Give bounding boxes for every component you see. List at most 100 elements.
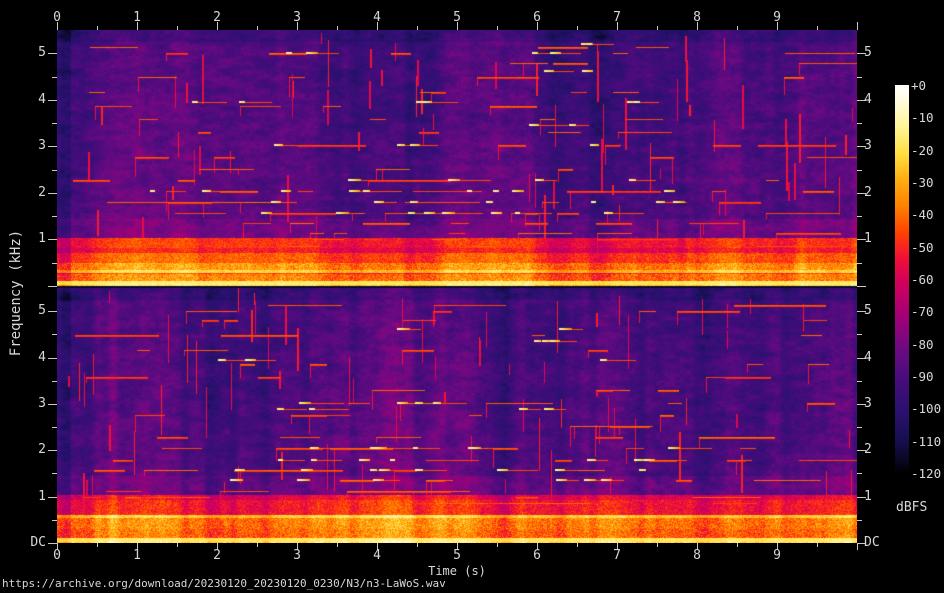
freq-tick-label: 3	[864, 396, 872, 411]
freq-tick-label: 2	[38, 442, 46, 457]
time-tick-label: 7	[613, 10, 621, 25]
freq-tick-mark	[857, 473, 862, 474]
freq-tick-label: 4	[38, 92, 46, 107]
time-tick-label: 6	[533, 548, 541, 563]
freq-tick-mark	[857, 404, 866, 405]
freq-tick-mark	[48, 239, 57, 240]
time-tick-label: 5	[453, 10, 461, 25]
colorbar-tick-label: +0	[911, 78, 927, 93]
freq-tick-label: 2	[864, 442, 872, 457]
freq-tick-mark	[52, 263, 57, 264]
freq-tick-label: 1	[864, 489, 872, 504]
time-tick-label: 5	[453, 548, 461, 563]
time-tick-mark	[377, 543, 378, 550]
time-tick-mark	[657, 543, 658, 547]
freq-tick-mark	[857, 146, 866, 147]
colorbar-tick-label: -10	[911, 110, 934, 126]
colorbar-tick-label: -20	[911, 142, 934, 158]
freq-tick-mark	[52, 381, 57, 382]
time-tick-mark	[497, 26, 498, 30]
time-tick-mark	[177, 543, 178, 547]
time-tick-mark	[257, 543, 258, 547]
freq-tick-mark	[48, 358, 57, 359]
time-tick-label: 1	[133, 548, 141, 563]
freq-tick-mark	[48, 193, 57, 194]
time-tick-mark	[697, 543, 698, 550]
time-tick-mark	[337, 543, 338, 547]
freq-tick-mark	[52, 170, 57, 171]
freq-dc-label: DC	[30, 535, 46, 550]
freq-tick-mark	[857, 311, 866, 312]
freq-dc-label: DC	[864, 535, 880, 550]
time-tick-mark	[497, 543, 498, 547]
time-tick-mark	[697, 22, 698, 30]
source-url-text: https://archive.org/download/20230120_20…	[2, 577, 446, 590]
time-tick-mark	[137, 543, 138, 550]
time-tick-mark	[537, 22, 538, 30]
freq-tick-mark	[857, 193, 866, 194]
colorbar-tick-label: -100	[911, 401, 942, 417]
time-tick-mark	[777, 22, 778, 30]
colorbar-tick-label: -70	[911, 304, 934, 320]
freq-tick-label: 3	[38, 396, 46, 411]
time-tick-mark	[417, 26, 418, 30]
time-tick-label: 2	[213, 10, 221, 25]
frequency-axis-title: Frequency (kHz)	[8, 229, 24, 357]
colorbar-tick-label: -120	[911, 466, 942, 481]
freq-tick-mark	[52, 473, 57, 474]
time-tick-label: 9	[773, 548, 781, 563]
freq-tick-label: 4	[38, 350, 46, 365]
time-tick-mark	[737, 543, 738, 547]
time-tick-mark	[737, 26, 738, 30]
colorbar-tick-label: -90	[911, 369, 934, 384]
freq-tick-label: 2	[864, 185, 872, 200]
time-tick-mark	[817, 26, 818, 30]
freq-tick-mark	[52, 216, 57, 217]
freq-tick-mark	[48, 53, 57, 54]
time-tick-label: 2	[213, 548, 221, 563]
freq-tick-mark	[52, 77, 57, 78]
freq-tick-mark	[857, 263, 862, 264]
time-tick-label: 3	[293, 548, 301, 563]
time-tick-mark	[217, 22, 218, 30]
time-tick-mark	[417, 543, 418, 547]
time-tick-label: 4	[373, 548, 381, 563]
time-tick-mark	[57, 543, 58, 550]
spectrogram-canvas	[57, 30, 857, 543]
time-tick-mark	[97, 543, 98, 547]
time-axis-title: Time (s)	[428, 564, 486, 578]
time-tick-label: 1	[133, 10, 141, 25]
time-tick-label: 8	[693, 548, 701, 563]
freq-tick-mark	[857, 100, 866, 101]
freq-tick-mark	[857, 170, 862, 171]
freq-tick-mark	[857, 358, 866, 359]
colorbar-tick-label: -50	[911, 239, 934, 255]
freq-tick-mark	[857, 381, 862, 382]
time-tick-label: 7	[613, 548, 621, 563]
time-tick-mark	[777, 543, 778, 550]
time-tick-label: 0	[53, 10, 61, 25]
time-tick-mark	[617, 22, 618, 30]
time-tick-mark	[377, 22, 378, 30]
freq-tick-label: 5	[38, 45, 46, 60]
freq-tick-label: 5	[864, 303, 872, 318]
freq-tick-mark	[48, 311, 57, 312]
time-tick-mark	[817, 543, 818, 547]
freq-tick-label: 1	[38, 231, 46, 246]
time-tick-mark	[537, 543, 538, 550]
freq-tick-mark	[48, 543, 57, 544]
time-tick-mark	[177, 26, 178, 30]
freq-tick-label: 2	[38, 185, 46, 200]
time-tick-mark	[297, 22, 298, 30]
freq-tick-mark	[52, 427, 57, 428]
freq-tick-mark	[48, 100, 57, 101]
time-tick-label: 6	[533, 10, 541, 25]
time-tick-mark	[217, 543, 218, 550]
colorbar-unit-label: dBFS	[896, 500, 928, 515]
time-tick-mark	[97, 26, 98, 30]
freq-tick-mark	[48, 497, 57, 498]
freq-tick-mark	[857, 543, 866, 544]
time-tick-mark	[617, 543, 618, 550]
freq-tick-label: 5	[864, 45, 872, 60]
